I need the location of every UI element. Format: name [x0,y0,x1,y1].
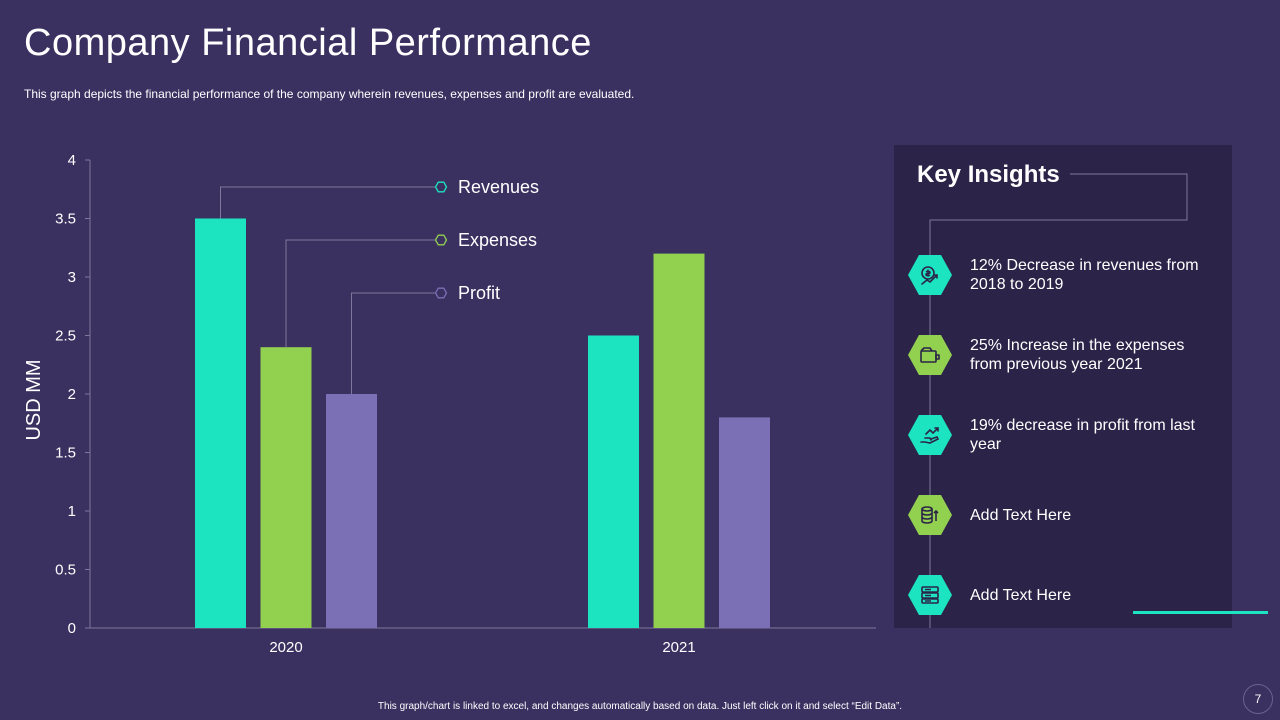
page-number: 7 [1243,684,1273,714]
bar-expenses-2020[interactable] [260,347,312,628]
insight-item: Add Text Here [908,573,1228,617]
legend-label-profit: Profit [458,283,500,303]
hand-growth-icon [908,415,952,455]
page-subtitle: This graph depicts the financial perform… [24,87,635,101]
legend-connector-line [220,186,436,219]
panel-connector-lines [929,173,1188,628]
insight-item: Add Text Here [908,493,1228,537]
y-axis-label: USD MM [23,359,45,440]
accent-bar [1133,611,1268,614]
bar-revenues-2020[interactable] [195,218,246,629]
x-tick-label: 2021 [662,639,695,656]
bar-expenses-2021[interactable] [653,253,705,628]
insight-text: Add Text Here [970,586,1072,604]
server-icon [908,575,952,615]
insight-item: 19% decrease in profit from last year [908,413,1228,457]
legend-connector-line [351,292,436,394]
page-title: Company Financial Performance [24,22,592,64]
insight-item: 12% Decrease in revenues from 2018 to 20… [908,253,1228,297]
insight-text: 25% Increase in the expenses from previo… [970,337,1185,373]
bar-revenues-2021[interactable] [588,335,639,629]
y-tick-label: 2 [68,386,76,403]
coins-icon [908,495,952,535]
y-tick-label: 1 [68,503,76,520]
x-tick-label: 2020 [269,639,302,656]
wallet-icon [908,335,952,375]
legend-label-expenses: Expenses [458,230,537,250]
y-tick-label: 0 [68,620,76,637]
legend-marker-expenses [434,234,448,246]
legend-marker-revenues [434,181,448,193]
insight-text: 19% decrease in profit from last year [970,417,1195,453]
y-tick-label: 3 [68,269,76,286]
insight-text: 12% Decrease in revenues from 2018 to 20… [970,257,1199,293]
key-insights-title: Key Insights [917,161,1060,188]
key-insights-panel: Key Insights 12% Decrease in revenues fr… [894,145,1232,628]
y-tick-label: 2.5 [55,328,76,345]
footnote: This graph/chart is linked to excel, and… [377,701,903,712]
y-tick-label: 1.5 [55,445,76,462]
bar-profit-2021[interactable] [719,417,770,628]
legend-label-revenues: Revenues [458,177,539,197]
legend-marker-profit [434,287,448,299]
insight-text: Add Text Here [970,506,1072,524]
bar-profit-2020[interactable] [326,394,377,628]
y-tick-label: 4 [68,152,76,169]
y-tick-label: 3.5 [55,211,76,228]
legend-connector-line [285,239,436,348]
bar-chart[interactable]: 0 0.5 1 1.5 2 2.5 3 3.5 4 USD MM 2020 2021 Revenues E… [0,140,890,670]
y-tick-label: 0.5 [55,562,76,579]
dollar-growth-icon [908,255,952,295]
insight-item: 25% Increase in the expenses from previo… [908,333,1228,377]
